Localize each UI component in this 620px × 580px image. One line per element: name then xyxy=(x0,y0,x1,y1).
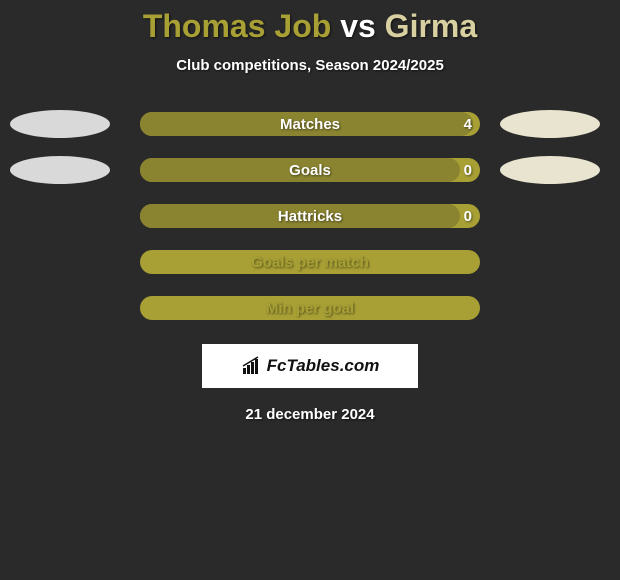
subtitle: Club competitions, Season 2024/2025 xyxy=(176,57,444,74)
chart-icon xyxy=(241,356,263,376)
comparison-card: Thomas Job vs Girma Club competitions, S… xyxy=(0,0,620,423)
stat-label: Min per goal xyxy=(266,300,354,317)
title-player2: Girma xyxy=(385,8,477,44)
stat-label: Goals per match xyxy=(251,254,369,271)
title-player1: Thomas Job xyxy=(143,8,331,44)
stat-row: Goals per match xyxy=(0,250,620,274)
stat-row: Min per goal xyxy=(0,296,620,320)
stat-label: Hattricks xyxy=(278,208,342,225)
stat-row: Matches 4 xyxy=(0,112,620,136)
stat-bar: Min per goal xyxy=(140,296,480,320)
stat-value: 0 xyxy=(464,162,472,179)
stat-value: 4 xyxy=(464,116,472,133)
date-label: 21 december 2024 xyxy=(245,406,374,423)
site-logo[interactable]: FcTables.com xyxy=(202,344,418,388)
left-marker xyxy=(10,110,110,138)
title-vs: vs xyxy=(331,8,384,44)
stat-label: Goals xyxy=(289,162,331,179)
stats-rows: Matches 4 Goals 0 Hattricks 0 Goals per match M… xyxy=(0,112,620,320)
stat-bar: Goals 0 xyxy=(140,158,480,182)
site-name: FcTables.com xyxy=(267,356,380,376)
stat-row: Hattricks 0 xyxy=(0,204,620,228)
right-marker xyxy=(500,110,600,138)
stat-bar: Goals per match xyxy=(140,250,480,274)
right-marker xyxy=(500,156,600,184)
stat-label: Matches xyxy=(280,116,340,133)
stat-value: 0 xyxy=(464,208,472,225)
stat-row: Goals 0 xyxy=(0,158,620,182)
left-marker xyxy=(10,156,110,184)
stat-bar: Matches 4 xyxy=(140,112,480,136)
stat-bar: Hattricks 0 xyxy=(140,204,480,228)
page-title: Thomas Job vs Girma xyxy=(143,8,477,45)
